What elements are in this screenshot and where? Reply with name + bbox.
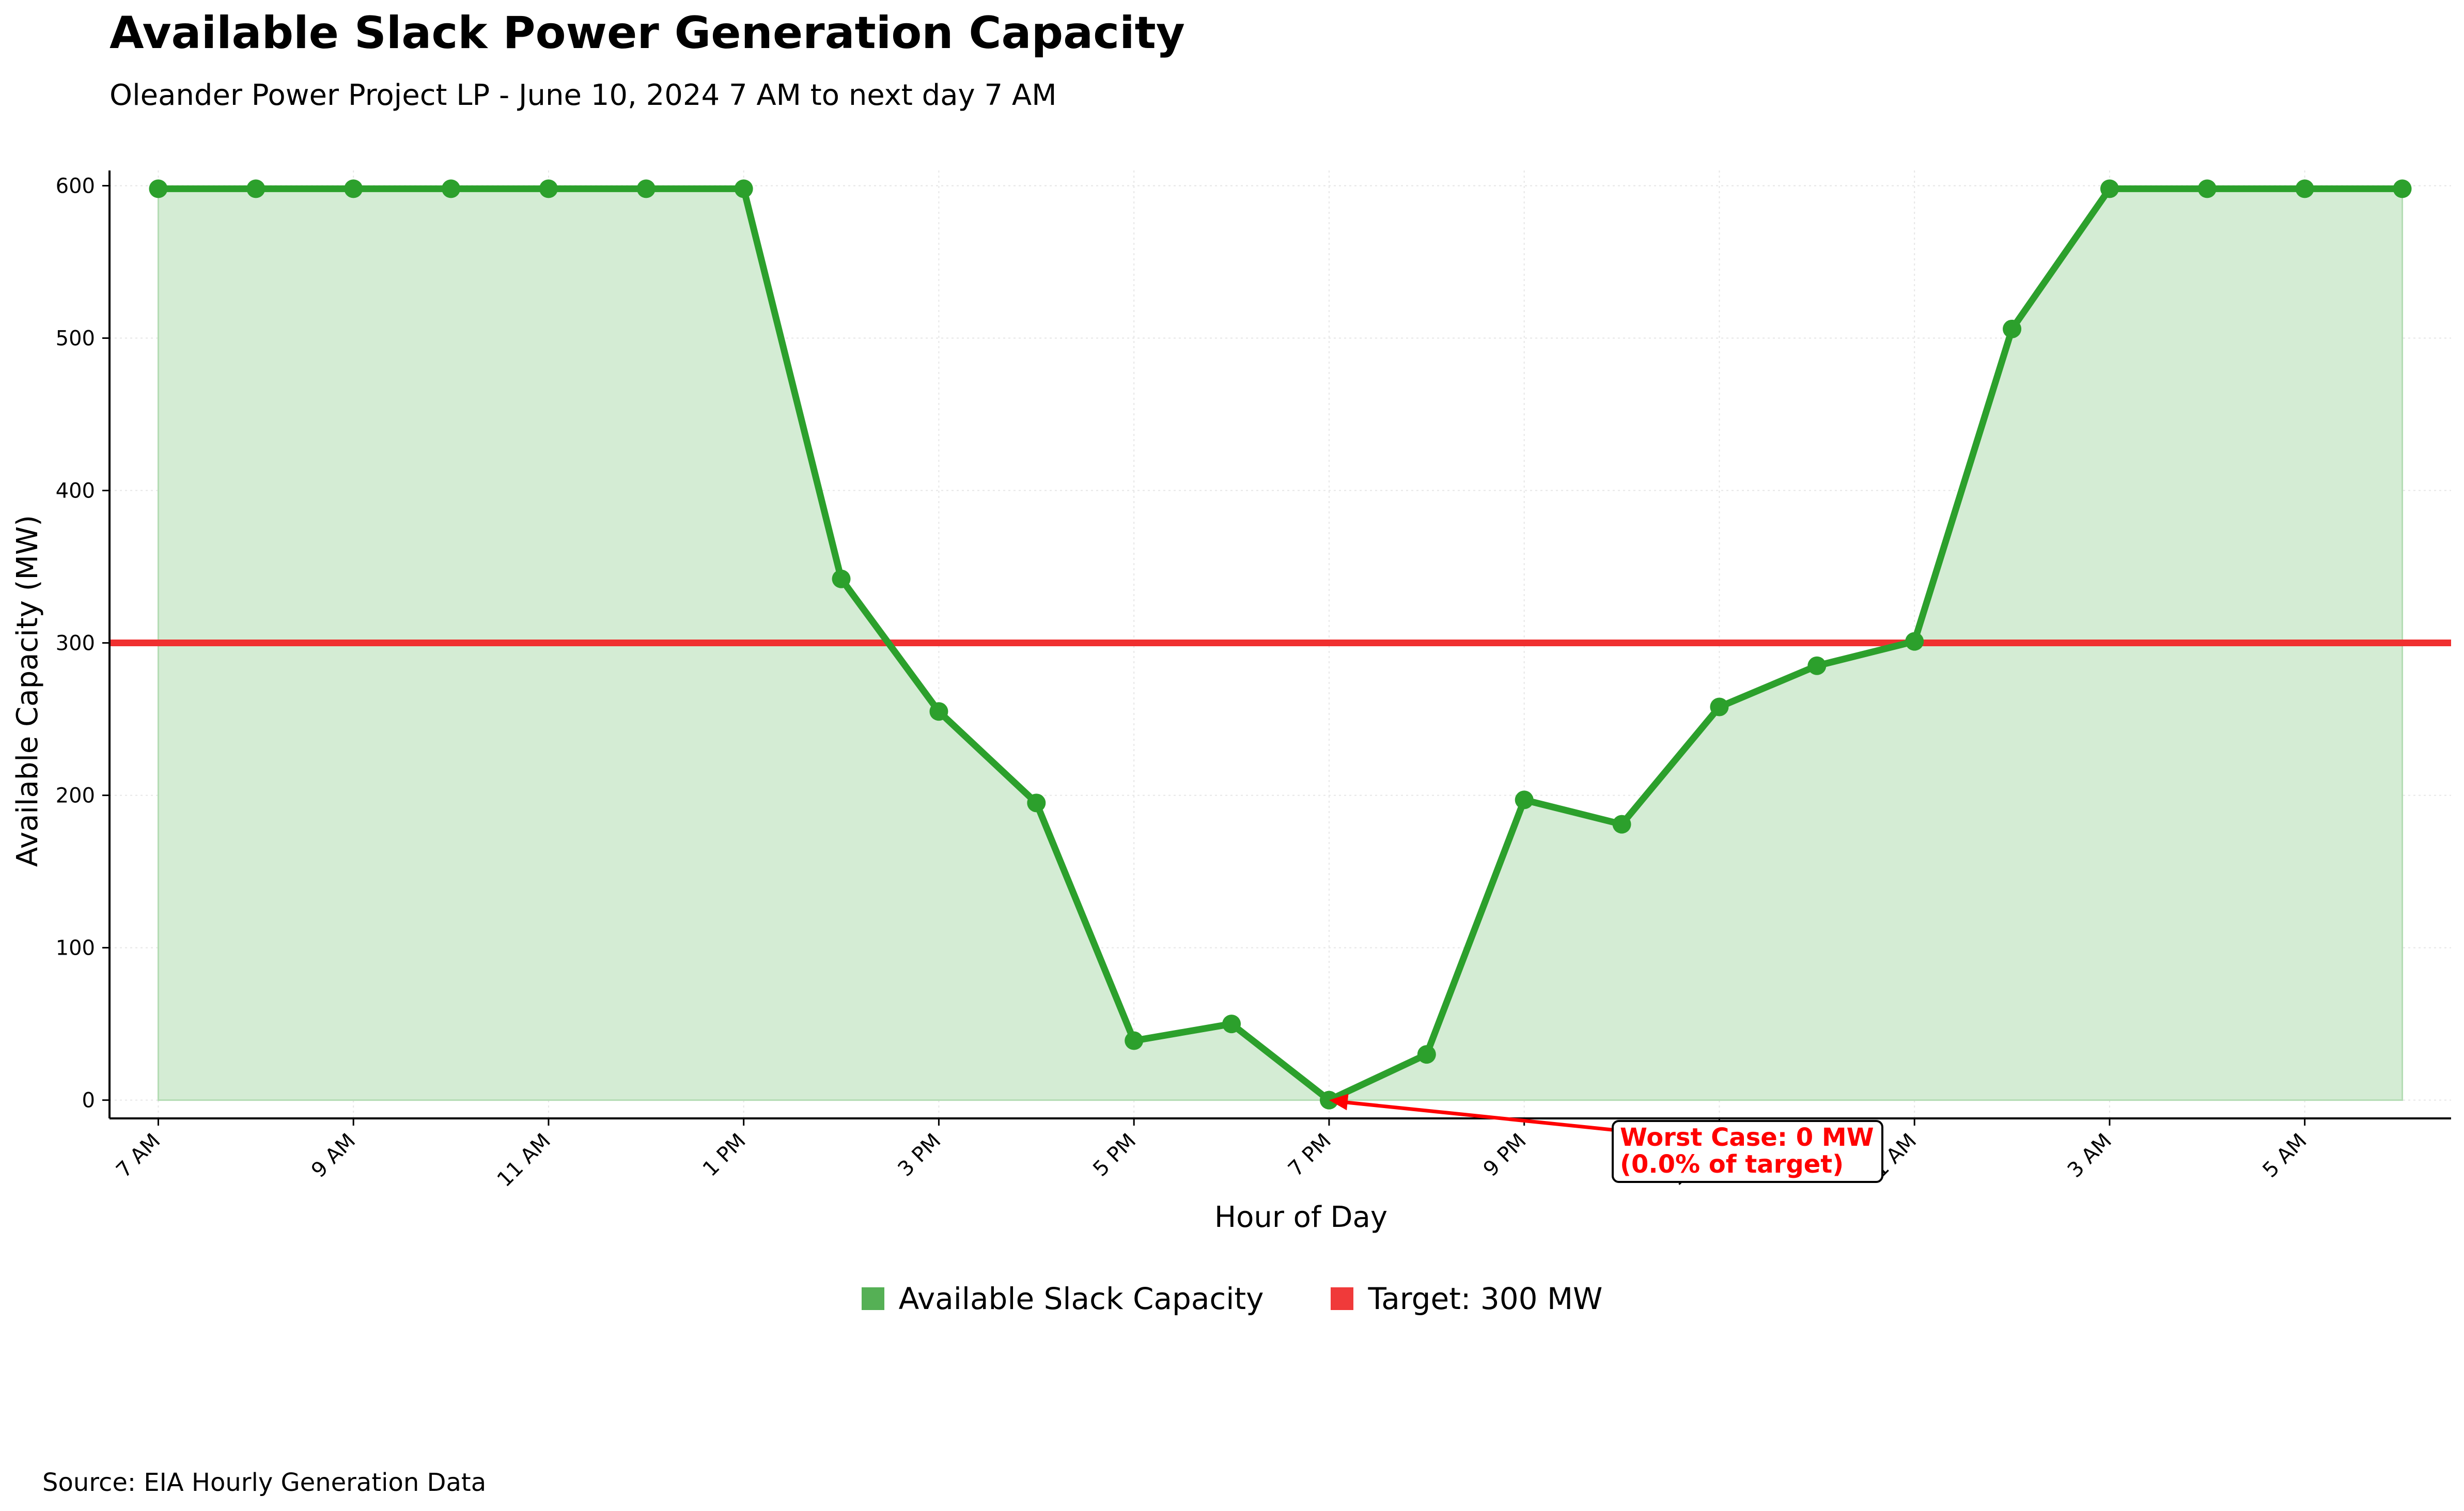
data-point bbox=[1222, 1015, 1241, 1034]
capacity-data-points bbox=[149, 179, 2412, 1110]
annotation-arrowhead bbox=[1329, 1094, 1349, 1111]
y-axis-ticks: 0 100 200 300 400 500 600 bbox=[56, 175, 110, 1113]
x-tick-label: 5 AM bbox=[2258, 1129, 2311, 1182]
y-tick-label: 500 bbox=[56, 327, 95, 351]
y-tick-label: 600 bbox=[56, 175, 95, 198]
data-point bbox=[832, 569, 851, 588]
y-tick-label: 300 bbox=[56, 632, 95, 656]
data-point bbox=[1612, 815, 1631, 834]
data-point bbox=[929, 702, 948, 721]
legend-swatch-target bbox=[1331, 1287, 1354, 1310]
data-point bbox=[1125, 1031, 1144, 1050]
x-tick-label: 1 PM bbox=[698, 1129, 751, 1181]
data-point bbox=[1710, 697, 1729, 716]
chart-subtitle: Oleander Power Project LP - June 10, 202… bbox=[110, 79, 1057, 112]
data-point bbox=[149, 179, 168, 198]
data-point bbox=[2393, 179, 2412, 198]
capacity-series-line bbox=[158, 185, 2403, 1104]
data-point bbox=[1417, 1045, 1436, 1064]
data-point bbox=[2100, 179, 2119, 198]
x-tick-label: 3 PM bbox=[894, 1129, 946, 1181]
data-point bbox=[344, 179, 363, 198]
x-tick-label: 9 AM bbox=[307, 1129, 360, 1182]
x-tick-label: 5 PM bbox=[1088, 1129, 1141, 1181]
x-tick-label: 7 AM bbox=[112, 1129, 165, 1182]
data-point bbox=[2197, 179, 2217, 198]
data-point bbox=[2295, 179, 2314, 198]
annotation-arrow bbox=[1344, 1100, 1617, 1132]
y-tick-label: 0 bbox=[82, 1089, 95, 1113]
annotation-line-1: Worst Case: 0 MW bbox=[1620, 1123, 1874, 1152]
data-point bbox=[1515, 790, 1534, 809]
legend-swatch-capacity bbox=[861, 1287, 884, 1310]
y-axis-title: Available Capacity (MW) bbox=[11, 515, 44, 867]
x-tick-label: 7 PM bbox=[1284, 1129, 1336, 1181]
x-tick-label: 3 AM bbox=[2063, 1129, 2116, 1182]
data-point bbox=[246, 179, 266, 198]
x-tick-label: 9 PM bbox=[1479, 1129, 1531, 1181]
chart-title: Available Slack Power Generation Capacit… bbox=[110, 7, 1185, 59]
legend-item-target: Target: 300 MW bbox=[1331, 1281, 1602, 1316]
legend-label-target: Target: 300 MW bbox=[1368, 1281, 1603, 1316]
data-point bbox=[1807, 656, 1827, 675]
data-point bbox=[1905, 632, 1924, 651]
legend-label-capacity: Available Slack Capacity bbox=[898, 1281, 1264, 1316]
worst-case-annotation: Worst Case: 0 MW (0.0% of target) bbox=[1612, 1120, 1883, 1183]
data-point bbox=[1027, 793, 1046, 813]
y-tick-label: 100 bbox=[56, 937, 95, 960]
data-point bbox=[734, 179, 753, 198]
x-tick-label: 11 AM bbox=[493, 1129, 555, 1192]
chart-legend: Available Slack Capacity Target: 300 MW bbox=[0, 1281, 2464, 1316]
y-tick-label: 200 bbox=[56, 784, 95, 808]
x-axis-title: Hour of Day bbox=[1214, 1201, 1387, 1234]
data-point bbox=[636, 179, 656, 198]
annotation-line-2: (0.0% of target) bbox=[1620, 1150, 1844, 1179]
data-point bbox=[442, 179, 461, 198]
data-point bbox=[539, 179, 558, 198]
axes bbox=[108, 170, 2451, 1119]
source-note: Source: EIA Hourly Generation Data bbox=[42, 1468, 487, 1497]
legend-item-capacity: Available Slack Capacity bbox=[861, 1281, 1264, 1316]
y-tick-label: 400 bbox=[56, 479, 95, 503]
data-point bbox=[2003, 319, 2022, 338]
